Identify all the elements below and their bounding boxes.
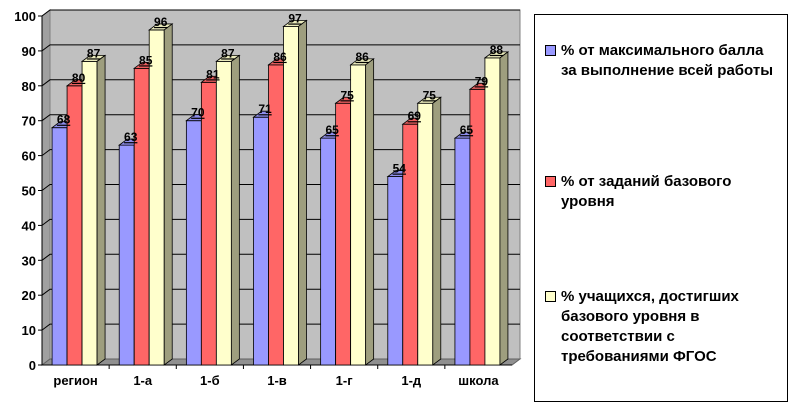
x-category-label: 1-а [133,373,153,388]
data-label: 87 [221,46,235,60]
y-tick-label: 70 [22,114,36,129]
bar [349,58,375,366]
bar [80,54,107,366]
data-label: 81 [206,67,220,81]
bar [416,96,442,366]
legend-item-series-2: % от заданий базового уровня [545,172,781,212]
bar [215,54,241,366]
y-tick-label: 30 [22,253,36,268]
chart-legend: % от максимального балла за выполнение в… [534,14,788,402]
data-label: 80 [72,71,86,85]
gridline-100 [41,9,520,17]
data-label: 65 [325,123,339,137]
legend-item-series-3: % учащихся, достигших базового уровня в … [545,287,781,367]
gridline-90 [41,44,520,52]
y-tick-label: 80 [22,79,36,94]
data-label: 63 [124,130,138,144]
legend-label-series-3: % учащихся, достигших базового уровня в … [561,288,739,365]
x-category-label: 1-д [401,373,422,388]
data-label: 54 [393,162,407,176]
data-label: 86 [273,50,287,64]
y-tick-label: 10 [22,323,36,338]
y-tick-label: 20 [22,288,36,303]
y-tick-label: 90 [22,44,36,59]
x-category-label: регион [53,373,97,388]
data-label: 68 [57,113,71,127]
y-tick-label: 50 [22,184,36,199]
data-label: 65 [460,123,474,137]
legend-item-series-1: % от максимального балла за выполнение в… [545,41,781,81]
x-category-label: школа [458,373,499,388]
y-tick-label: 100 [14,9,36,24]
data-label: 71 [258,102,272,116]
data-label: 69 [408,109,422,123]
data-label: 97 [288,11,302,25]
x-category-label: 1-г [336,373,354,388]
legend-label-series-1: % от максимального балла за выполнение в… [561,42,774,79]
bar [282,19,308,366]
y-tick-label: 0 [29,358,36,373]
data-label: 75 [423,88,437,102]
data-label: 79 [475,74,489,88]
data-label: 86 [355,50,369,64]
y-tick-label: 60 [22,149,36,164]
data-label: 85 [139,53,153,67]
data-label: 70 [191,106,205,120]
data-label: 96 [154,15,168,29]
data-label: 75 [340,88,354,102]
data-label: 88 [490,43,504,57]
bar [483,51,510,366]
x-category-label: 1-б [200,373,220,388]
data-label: 87 [87,46,101,60]
x-category-label: 1-в [267,373,287,388]
legend-swatch-series-3 [545,291,556,302]
bar [148,23,174,366]
legend-label-series-2: % от заданий базового уровня [561,173,732,210]
y-tick-label: 40 [22,218,36,233]
legend-swatch-series-2 [545,176,556,187]
legend-swatch-series-1 [545,45,556,56]
